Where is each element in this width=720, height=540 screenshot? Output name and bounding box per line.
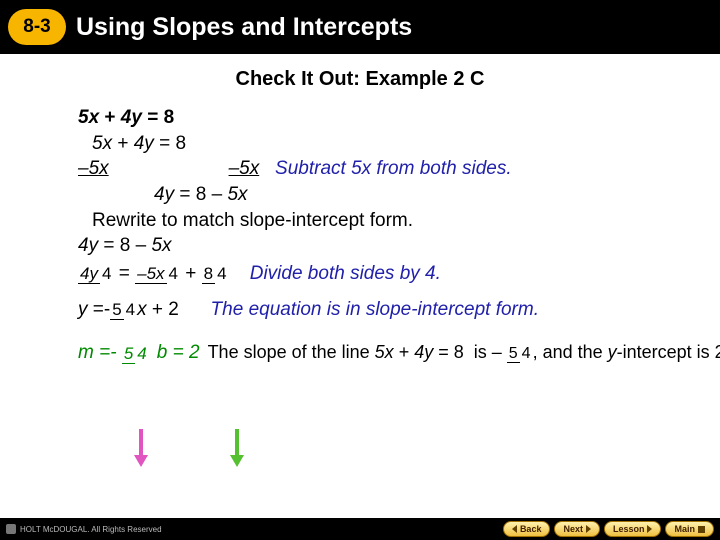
sub-rhs: –5x <box>229 158 260 179</box>
equation-after-sub: 4y = 8 – 5x <box>154 182 670 208</box>
next-label: Next <box>563 524 583 534</box>
final-y: y <box>608 342 617 362</box>
lesson-number: 8-3 <box>23 16 50 38</box>
main-button[interactable]: Main <box>665 521 714 537</box>
main-label: Main <box>674 524 695 534</box>
final-pre: , and the <box>533 342 608 362</box>
div-mid-bot: 4 <box>167 264 180 283</box>
slope-intercept-form: y =-54x + 2 The equation is in slope-int… <box>78 297 670 323</box>
final-frac-top: 5 <box>507 345 520 363</box>
m-label: m = <box>78 342 110 363</box>
final-post: -intercept is 2. <box>617 342 720 362</box>
arrow-intercept-icon <box>230 429 244 465</box>
back-button[interactable]: Back <box>503 521 551 537</box>
mval-top: 5 <box>122 344 135 364</box>
publisher-logo-icon <box>6 524 16 534</box>
rewrite-note: Rewrite to match slope-intercept form. <box>92 208 670 234</box>
copyright-text: HOLT McDOUGAL. All Rights Reserved <box>20 525 162 534</box>
next-button[interactable]: Next <box>554 521 600 537</box>
sub-note: Subtract 5x from both sides. <box>275 158 512 179</box>
m-bot: 4 <box>124 300 137 319</box>
footer-bar: HOLT McDOUGAL. All Rights Reserved Back … <box>0 518 720 540</box>
content-area: 5x + 4y = 8 5x + 4y = 8 –5x –5x Subtract… <box>78 105 670 366</box>
back-label: Back <box>520 524 542 534</box>
copyright: HOLT McDOUGAL. All Rights Reserved <box>6 524 162 534</box>
equation-rewritten: 4y = 8 – 5x <box>78 233 670 259</box>
divide-step: 4y4 = –5x4 + 84 Divide both sides by 4. <box>78 261 670 287</box>
div-rhs-bot: 4 <box>215 264 228 283</box>
example-subtitle: Check It Out: Example 2 C <box>0 68 720 91</box>
next-icon <box>586 525 591 533</box>
back-icon <box>512 525 517 533</box>
header-bar: 8-3 Using Slopes and Intercepts <box>0 0 720 54</box>
equation-original: 5x + 4y = 8 <box>92 131 670 157</box>
m-top: 5 <box>110 300 123 320</box>
final-line: m =- 54 b = 2 The slope of the line 5x +… <box>78 340 670 366</box>
b-label: b = 2 <box>157 340 200 366</box>
lesson-label: Lesson <box>613 524 645 534</box>
lesson-number-badge: 8-3 <box>8 9 66 45</box>
div-lhs-bot: 4 <box>100 264 113 283</box>
div-mid-top: –5x <box>137 264 164 283</box>
equation-original-bold: 5x + 4y = 8 <box>78 105 670 131</box>
lesson-button[interactable]: Lesson <box>604 521 662 537</box>
main-icon <box>698 526 705 533</box>
divide-note: Divide both sides by 4. <box>250 263 441 284</box>
div-lhs-top: 4y <box>80 264 98 283</box>
arrow-slope-icon <box>134 429 148 465</box>
sub-lhs: –5x <box>78 158 109 179</box>
final-frac-bot: 4 <box>520 345 533 362</box>
nav-buttons: Back Next Lesson Main <box>503 521 714 537</box>
div-rhs-top: 8 <box>202 264 215 284</box>
slope-note: The equation is in slope-intercept form. <box>211 299 539 320</box>
lesson-icon <box>647 525 652 533</box>
lesson-title: Using Slopes and Intercepts <box>76 13 412 42</box>
subtract-step: –5x –5x Subtract 5x from both sides. <box>78 156 670 182</box>
mval-bot: 4 <box>135 344 148 363</box>
